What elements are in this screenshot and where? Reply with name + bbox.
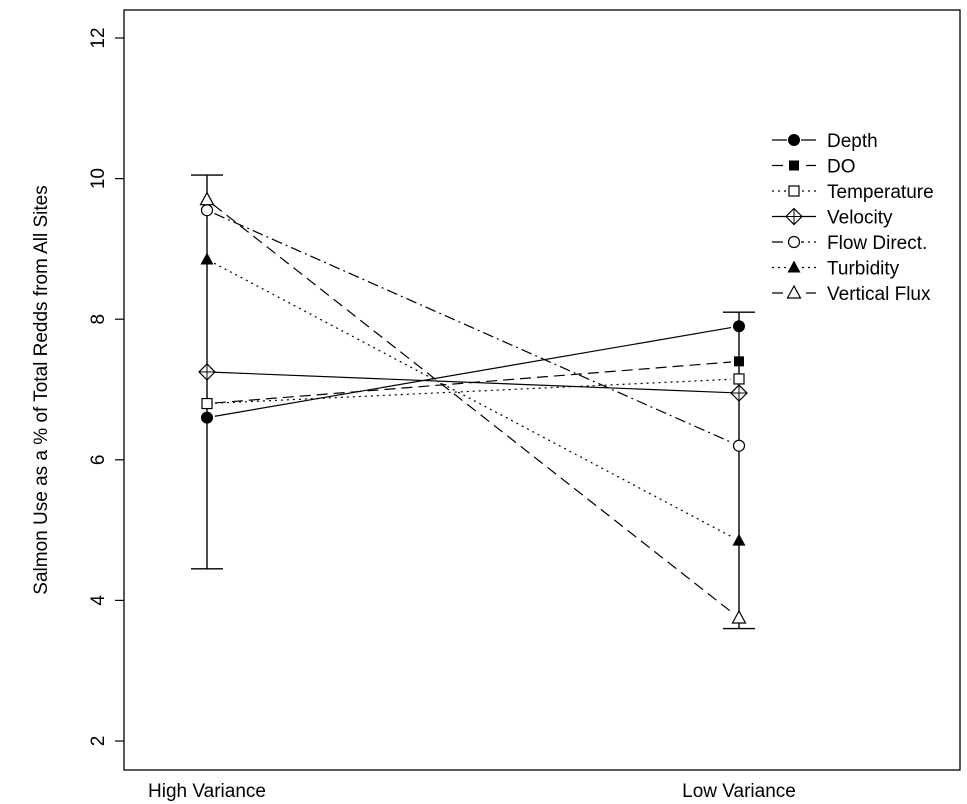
legend-label-do: DO xyxy=(827,157,856,178)
x-tick-label-high-variance: High Variance xyxy=(148,781,266,802)
y-tick-label: 4 xyxy=(88,595,109,606)
error-bars xyxy=(191,174,755,630)
y-axis-title: Salmon Use as a % of Total Redds from Al… xyxy=(31,185,52,594)
plot-frame xyxy=(123,9,961,771)
legend-item-vertical-flux: Vertical Flux xyxy=(772,284,931,305)
series-line-vertical-flux xyxy=(212,204,734,614)
point-temperature-low-variance xyxy=(733,373,745,385)
legend-item-turbidity: Turbidity xyxy=(772,259,900,280)
legend-marker-turbidity xyxy=(787,260,801,273)
legend-item-depth: Depth xyxy=(772,131,878,152)
series-line-depth xyxy=(214,326,732,417)
legend-label-depth: Depth xyxy=(827,131,878,152)
legend-item-velocity: Velocity xyxy=(772,208,893,229)
x-tick-label-low-variance: Low Variance xyxy=(682,781,796,802)
series-line-flow-direct xyxy=(214,212,732,444)
legend-label-vertical-flux: Vertical Flux xyxy=(827,284,931,305)
series-lines xyxy=(212,204,734,614)
y-tick-label: 10 xyxy=(88,168,109,189)
legend-marker-velocity xyxy=(785,207,803,226)
point-flow-direct-high-variance xyxy=(200,204,214,217)
point-velocity-high-variance xyxy=(198,363,216,381)
point-vertical-flux-high-variance xyxy=(199,191,215,206)
y-axis: 2 4 6 8 10 12 xyxy=(88,27,124,746)
legend-label-velocity: Velocity xyxy=(827,208,893,229)
legend-marker-depth xyxy=(788,134,800,146)
legend-marker-flow-direct xyxy=(787,235,801,249)
legend-label-flow-direct: Flow Direct. xyxy=(827,233,927,254)
point-turbidity-high-variance xyxy=(200,252,214,265)
y-tick-label: 2 xyxy=(88,736,109,747)
point-depth-high-variance xyxy=(201,411,213,424)
legend: Depth DO Temperature Velocity Flow Direct. Tu… xyxy=(772,131,934,305)
legend-label-turbidity: Turbidity xyxy=(827,259,900,280)
legend-marker-vertical-flux xyxy=(786,284,802,299)
point-turbidity-low-variance xyxy=(732,533,746,546)
y-tick-label: 6 xyxy=(88,455,109,466)
legend-item-flow-direct: Flow Direct. xyxy=(772,233,927,254)
legend-item-temperature: Temperature xyxy=(772,182,934,203)
x-axis: High Variance Low Variance xyxy=(148,781,796,802)
series-line-turbidity xyxy=(213,262,733,538)
legend-label-temperature: Temperature xyxy=(827,182,934,203)
legend-marker-do xyxy=(789,160,799,171)
y-tick-label: 12 xyxy=(88,27,109,48)
point-vertical-flux-low-variance xyxy=(731,609,747,624)
point-temperature-high-variance xyxy=(201,397,213,410)
series-markers xyxy=(198,191,748,624)
series-line-velocity xyxy=(214,371,732,394)
point-flow-direct-low-variance xyxy=(732,439,746,452)
legend-item-do: DO xyxy=(772,157,856,178)
point-do-low-variance xyxy=(734,356,744,367)
y-tick-label: 8 xyxy=(88,314,109,325)
point-velocity-low-variance xyxy=(730,384,748,402)
legend-marker-temperature xyxy=(788,185,800,197)
series-line-temperature xyxy=(214,378,732,404)
point-depth-low-variance xyxy=(733,320,745,333)
